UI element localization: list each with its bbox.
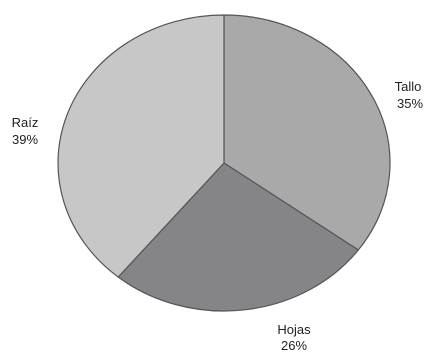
slice-value-hojas: 26% bbox=[281, 338, 307, 352]
slice-label-hojas: Hojas bbox=[277, 322, 311, 337]
pie-slice-hojas bbox=[117, 162, 359, 312]
slice-label-raiz: Raíz bbox=[12, 115, 39, 130]
pie-slice-tallo bbox=[223, 14, 391, 251]
slice-label-tallo: Tallo bbox=[395, 79, 422, 94]
slice-value-tallo: 35% bbox=[397, 96, 423, 111]
pie-slices bbox=[57, 14, 391, 312]
pie-slice-raiz bbox=[57, 14, 225, 278]
slice-value-raiz: 39% bbox=[12, 132, 38, 147]
